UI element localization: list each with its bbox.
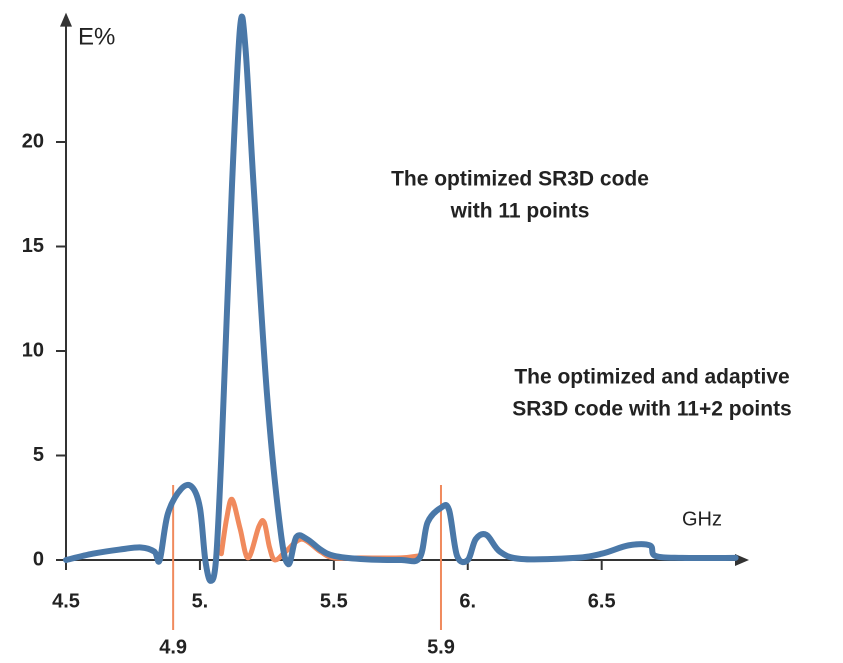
y-tick-label: 15: [22, 235, 44, 257]
x-tick-label: 5.: [192, 590, 209, 612]
x-axis-label: GHz: [682, 508, 722, 530]
x-tick-label: 6.5: [588, 590, 616, 612]
y-tick-label: 10: [22, 339, 44, 361]
y-axis-label: E%: [78, 23, 115, 50]
x-tick-label: 6.: [459, 590, 476, 612]
y-tick-label: 20: [22, 130, 44, 152]
annotation: The optimized and adaptive: [514, 366, 789, 389]
x-tick-label: 5.5: [320, 590, 348, 612]
y-axis-arrow: [60, 12, 72, 27]
annotation: The optimized SR3D code: [391, 168, 649, 191]
marker-label: 4.9: [159, 636, 187, 658]
annotation: with 11 points: [450, 200, 590, 223]
series-line: [63, 13, 739, 584]
marker-label: 5.9: [427, 636, 455, 658]
annotation: SR3D code with 11+2 points: [512, 398, 792, 421]
x-tick-label: 4.5: [52, 590, 80, 612]
y-tick-label: 0: [33, 548, 44, 570]
x-axis-arrow: [735, 554, 749, 566]
y-tick-label: 5: [33, 444, 44, 466]
